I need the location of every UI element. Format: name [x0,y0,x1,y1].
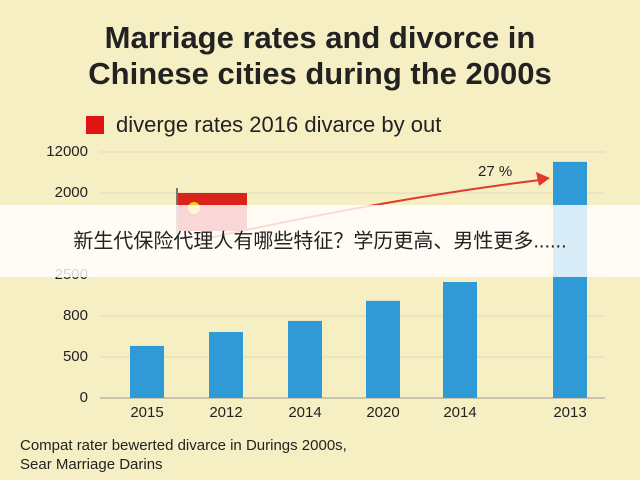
y-tick-label: 12000 [46,143,88,160]
x-tick-label: 2013 [553,404,586,421]
x-tick-label: 2014 [443,404,476,421]
annotation: 27 % [478,163,512,180]
arrow-head [536,172,550,186]
y-tick-label: 0 [80,389,88,406]
x-tick-label: 2014 [288,404,321,421]
footer: Compat rater bewerted divarce in Durings… [20,437,347,454]
bar [553,161,587,398]
bar [443,281,477,398]
legend-swatch [86,116,104,134]
chart-title: Chinese cities during the 2000s [88,56,551,91]
bar [366,300,400,398]
y-tick-label: 2000 [55,184,88,201]
overlay-text: 新生代保险代理人有哪些特征？学历更高、男性更多...... [73,229,566,252]
x-tick-label: 2012 [209,404,242,421]
y-tick-label: 800 [63,307,88,324]
footer: Sear Marriage Darins [20,456,163,473]
x-tick-label: 2020 [366,404,399,421]
x-tick-label: 2015 [130,404,163,421]
y-tick-label: 500 [63,348,88,365]
chart-title: Marriage rates and divorce in [105,20,536,55]
plot: diverge rates 2016 divarce by out 0 500 800… [46,112,605,421]
legend-label: diverge rates 2016 divarce by out [116,112,441,137]
overlay-banner [0,205,640,277]
bar [130,345,164,398]
bar [209,331,243,398]
bar [288,320,322,398]
